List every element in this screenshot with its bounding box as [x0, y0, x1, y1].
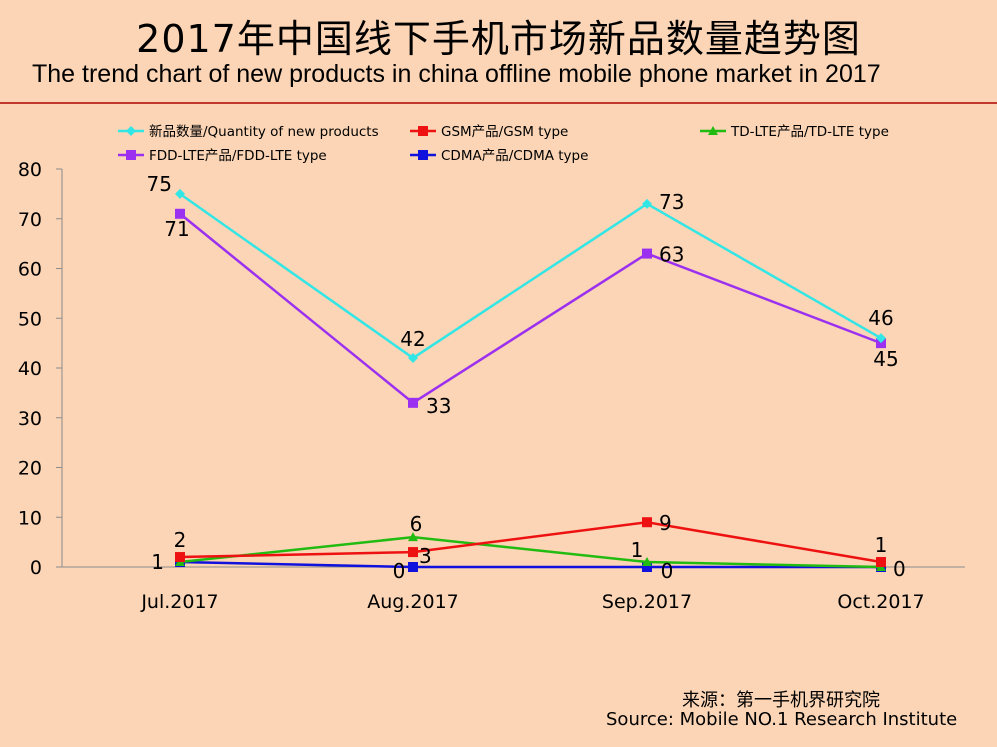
x-tick-label: Jul.2017	[140, 591, 218, 613]
data-label: 3	[419, 544, 432, 568]
legend-label: CDMA产品/CDMA type	[441, 148, 588, 164]
data-label: 73	[659, 190, 684, 214]
y-tick-label: 20	[18, 458, 42, 480]
data-point-marker	[408, 397, 418, 408]
data-label: 75	[147, 172, 172, 196]
data-label: 1	[631, 538, 644, 562]
data-label: 45	[873, 347, 898, 371]
data-point-marker	[175, 552, 185, 563]
data-point-marker	[642, 517, 652, 528]
x-tick-label: Sep.2017	[602, 591, 692, 613]
data-label: 0	[893, 557, 906, 581]
data-point-marker	[418, 150, 428, 160]
x-tick-label: Oct.2017	[837, 591, 924, 613]
data-label: 0	[393, 559, 406, 583]
data-point-marker	[408, 353, 418, 364]
data-label: 1	[875, 533, 888, 557]
y-tick-label: 60	[18, 259, 42, 281]
data-point-marker	[408, 532, 418, 542]
data-label: 1	[151, 550, 164, 574]
legend-item: TD-LTE产品/TD-LTE type	[700, 124, 889, 140]
series-line	[179, 520, 882, 564]
legend-label: TD-LTE产品/TD-LTE type	[730, 124, 889, 140]
series-line	[179, 192, 882, 360]
series-line	[179, 560, 881, 569]
y-tick-label: 40	[18, 358, 42, 380]
series-1	[175, 517, 886, 568]
data-point-marker	[408, 547, 418, 558]
data-label: 33	[426, 394, 451, 418]
data-point-marker	[175, 188, 185, 199]
data-point-marker	[876, 557, 886, 568]
data-label: 71	[164, 217, 189, 241]
series-2	[175, 532, 886, 571]
y-tick-label: 80	[18, 159, 42, 181]
data-point-marker	[642, 198, 652, 209]
chart-series	[175, 188, 886, 572]
data-label: 9	[659, 511, 672, 535]
data-point-marker	[708, 126, 718, 135]
source-en: Source: Mobile NO.1 Research Institute	[606, 709, 958, 730]
data-label: 0	[661, 559, 674, 583]
y-tick-label: 30	[18, 408, 42, 430]
legend-label: GSM产品/GSM type	[441, 124, 568, 140]
series-line	[179, 212, 882, 405]
legend-label: 新品数量/Quantity of new products	[149, 124, 379, 140]
data-point-marker	[175, 208, 185, 219]
x-tick-label: Aug.2017	[367, 591, 459, 613]
data-point-marker	[418, 126, 428, 136]
legend-item: 新品数量/Quantity of new products	[118, 124, 379, 140]
series-0	[175, 188, 886, 364]
series-3	[175, 208, 886, 408]
y-tick-label: 70	[18, 209, 42, 231]
source-cn: 来源：第一手机界研究院	[682, 690, 880, 711]
chart-legend: 新品数量/Quantity of new products GSM产品/GSM t…	[118, 124, 889, 164]
legend-item: GSM产品/GSM type	[410, 124, 568, 140]
data-label: 46	[868, 306, 893, 330]
chart-title-en: The trend chart of new products in china…	[32, 60, 881, 88]
data-label: 2	[174, 528, 187, 552]
legend-item: CDMA产品/CDMA type	[410, 148, 588, 164]
data-point-marker	[642, 557, 652, 567]
series-line	[179, 535, 882, 569]
y-tick-label: 0	[30, 557, 42, 579]
title-divider	[0, 102, 997, 104]
data-point-marker	[642, 248, 652, 259]
y-tick-label: 10	[18, 507, 42, 529]
data-point-marker	[408, 562, 418, 572]
data-label: 63	[659, 243, 684, 267]
legend-label: FDD-LTE产品/FDD-LTE type	[149, 148, 327, 164]
data-label: 42	[400, 327, 425, 351]
data-point-marker	[126, 126, 136, 136]
data-point-marker	[642, 562, 652, 572]
legend-item: FDD-LTE产品/FDD-LTE type	[118, 148, 327, 164]
data-point-marker	[126, 150, 136, 160]
data-label: 6	[410, 512, 423, 536]
chart-title-cn: 2017年中国线下手机市场新品数量趋势图	[136, 17, 861, 61]
data-point-marker	[876, 333, 886, 344]
y-tick-label: 50	[18, 308, 42, 330]
